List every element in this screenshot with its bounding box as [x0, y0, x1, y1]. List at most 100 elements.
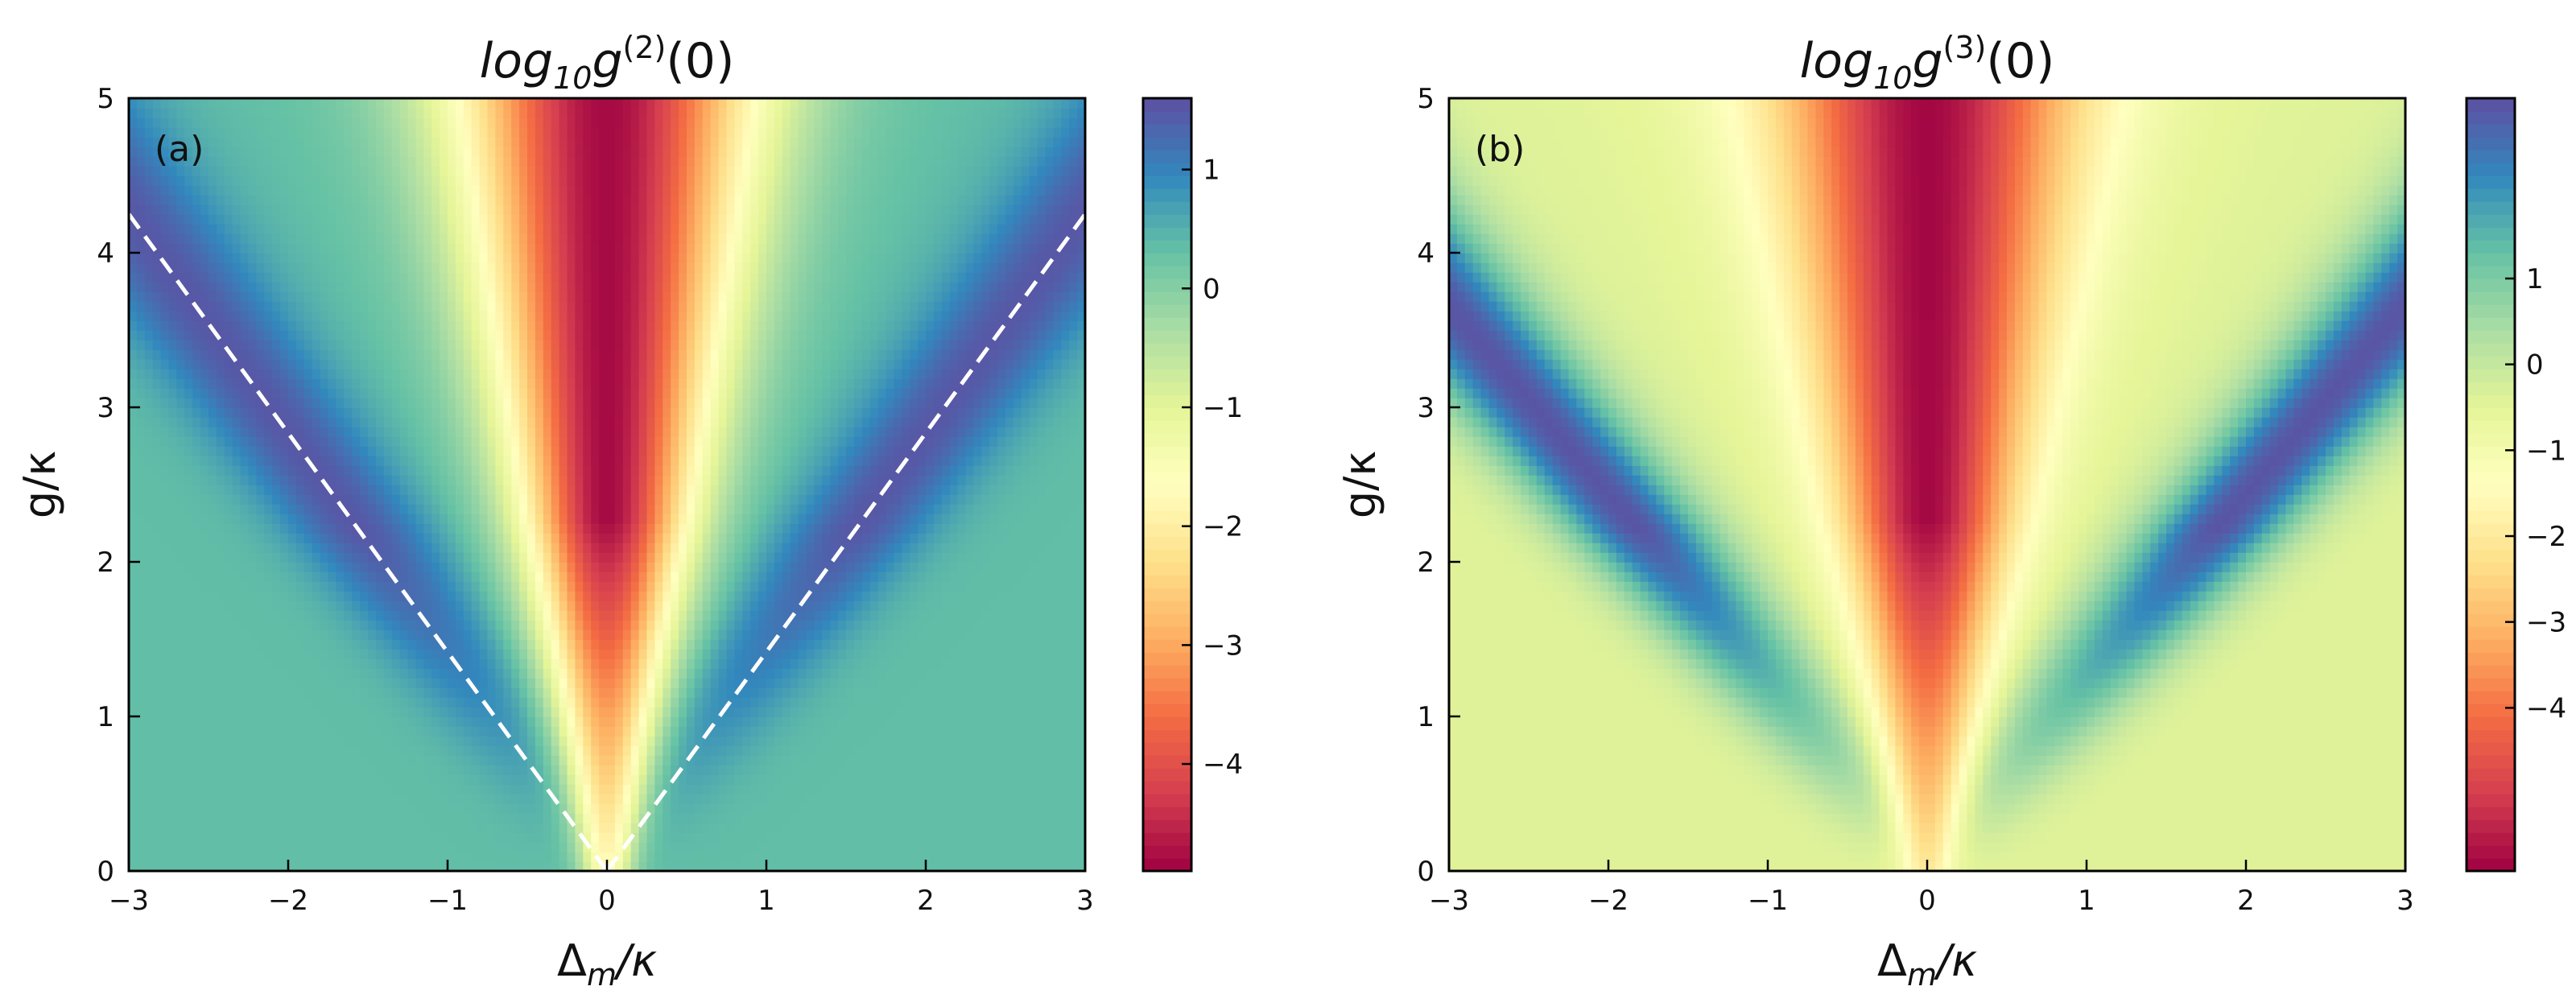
heatmap-cell — [599, 436, 608, 447]
heatmap-cell — [344, 282, 353, 292]
heatmap-cell — [368, 166, 377, 176]
heatmap-cell — [495, 127, 505, 138]
heatmap-cell — [280, 456, 289, 466]
heatmap-cell — [152, 629, 162, 640]
heatmap-cell — [463, 533, 473, 543]
heatmap-cell — [567, 784, 576, 794]
heatmap-cell — [575, 147, 584, 157]
heatmap-cell — [383, 108, 393, 118]
heatmap-cell — [168, 127, 178, 138]
heatmap-cell — [295, 832, 305, 843]
heatmap-cell — [344, 137, 353, 147]
heatmap-cell — [129, 861, 138, 871]
heatmap-cell — [591, 465, 600, 476]
heatmap-cell — [511, 118, 520, 128]
heatmap-cell — [256, 118, 266, 128]
heatmap-cell — [344, 185, 353, 196]
heatmap-cell — [129, 591, 138, 601]
heatmap-cell — [129, 465, 138, 476]
heatmap-cell — [200, 552, 209, 563]
heatmap-cell — [479, 465, 489, 476]
heatmap-cell — [328, 214, 337, 225]
heatmap-cell — [295, 726, 305, 737]
heatmap-cell — [503, 494, 512, 505]
heatmap-cell — [320, 591, 329, 601]
heatmap-cell — [303, 147, 313, 157]
heatmap-cell — [144, 359, 154, 369]
heatmap-cell — [336, 407, 345, 418]
heatmap-cell — [208, 224, 217, 234]
heatmap-cell — [224, 224, 233, 234]
heatmap-cell — [575, 427, 584, 437]
heatmap-cell — [375, 755, 385, 766]
heatmap-cell — [168, 649, 178, 659]
heatmap-cell — [471, 823, 481, 833]
heatmap-cell — [280, 572, 289, 582]
heatmap-cell — [479, 861, 489, 871]
heatmap-cell — [543, 620, 552, 630]
heatmap-cell — [591, 272, 600, 283]
heatmap-cell — [136, 349, 146, 360]
heatmap-cell — [320, 716, 329, 727]
heatmap-cell — [288, 398, 297, 408]
heatmap-cell — [320, 668, 329, 679]
heatmap-cell — [176, 427, 186, 437]
heatmap-cell — [575, 185, 584, 196]
heatmap-cell — [559, 465, 568, 476]
heatmap-cell — [463, 572, 473, 582]
heatmap-cell — [240, 475, 250, 485]
heatmap-cell — [176, 658, 186, 669]
heatmap-cell — [272, 533, 281, 543]
heatmap-cell — [208, 726, 217, 737]
heatmap-cell — [567, 562, 576, 572]
heatmap-cell — [383, 716, 393, 727]
heatmap-cell — [176, 774, 186, 785]
heatmap-cell — [599, 494, 608, 505]
heatmap-cell — [328, 581, 337, 592]
heatmap-cell — [240, 98, 250, 109]
heatmap-cell — [240, 794, 250, 804]
heatmap-cell — [503, 523, 512, 534]
heatmap-cell — [591, 243, 600, 254]
heatmap-cell — [240, 417, 250, 427]
heatmap-cell — [375, 369, 385, 379]
heatmap-cell — [407, 427, 417, 437]
heatmap-cell — [176, 465, 186, 476]
heatmap-cell — [352, 243, 361, 254]
heatmap-cell — [471, 514, 481, 524]
heatmap-cell — [280, 233, 289, 244]
heatmap-cell — [463, 755, 473, 766]
heatmap-cell — [399, 224, 409, 234]
heatmap-cell — [583, 504, 592, 514]
heatmap-cell — [232, 629, 242, 640]
heatmap-cell — [272, 446, 281, 456]
heatmap-cell — [455, 465, 464, 476]
heatmap-cell — [567, 301, 576, 312]
heatmap-cell — [567, 185, 576, 196]
heatmap-cell — [280, 736, 289, 746]
heatmap-cell — [567, 697, 576, 708]
heatmap-cell — [295, 204, 305, 215]
heatmap-cell — [607, 204, 616, 215]
heatmap-cell — [160, 707, 170, 717]
heatmap-cell — [368, 620, 377, 630]
heatmap-cell — [591, 98, 600, 109]
heatmap-cell — [415, 108, 425, 118]
heatmap-cell — [303, 185, 313, 196]
heatmap-cell — [344, 349, 353, 360]
heatmap-cell — [264, 147, 273, 157]
heatmap-cell — [391, 861, 401, 871]
heatmap-cell — [303, 446, 313, 456]
heatmap-cell — [344, 620, 353, 630]
heatmap-cell — [192, 523, 201, 534]
heatmap-cell — [352, 842, 361, 852]
heatmap-cell — [375, 436, 385, 447]
heatmap-cell — [543, 137, 552, 147]
heatmap-cell — [591, 369, 600, 379]
heatmap-cell — [383, 398, 393, 408]
heatmap-cell — [368, 137, 377, 147]
heatmap-cell — [129, 514, 138, 524]
heatmap-cell — [575, 600, 584, 611]
heatmap-cell — [607, 475, 616, 485]
heatmap-cell — [248, 456, 258, 466]
